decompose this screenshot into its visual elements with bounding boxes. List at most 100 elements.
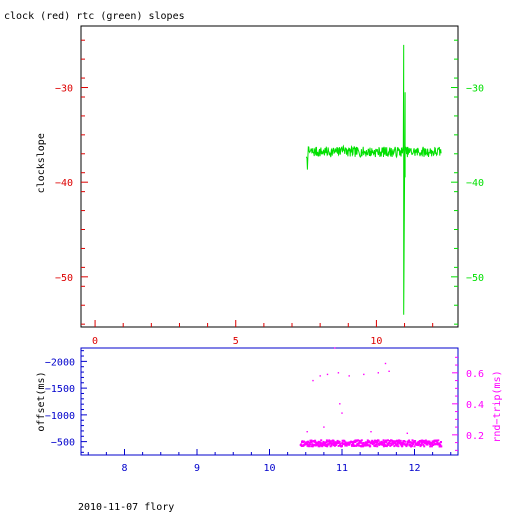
scatter-outlier-point [363, 373, 365, 376]
scatter-point [366, 439, 369, 442]
scatter-point [309, 443, 312, 446]
scatter-point [307, 440, 310, 443]
scatter-point [330, 444, 333, 447]
scatter-point [382, 445, 385, 448]
scatter-point [413, 445, 416, 448]
scatter-point [324, 443, 327, 446]
scatter-outlier-point [312, 379, 314, 382]
footer-label: 2010-11-07 flory [78, 502, 174, 512]
x-tick-label: 5 [233, 336, 239, 347]
scatter-point [397, 445, 400, 448]
scatter-point [373, 439, 376, 442]
scatter-point [439, 443, 442, 446]
scatter-point [310, 441, 313, 443]
scatter-point [438, 442, 441, 445]
scatter-point [436, 441, 439, 444]
scatter-point [369, 445, 372, 448]
scatter-outlier-point [334, 347, 336, 349]
x-tick-label: 10 [370, 336, 382, 347]
scatter-point [417, 444, 420, 447]
y-tick-label-left: −1500 [45, 384, 75, 395]
y-tick-label-left: −2000 [45, 357, 75, 368]
scatter-point [382, 443, 385, 446]
scatter-point [338, 444, 341, 447]
scatter-point [367, 441, 370, 444]
scatter-point [377, 439, 380, 442]
scatter-outlier-point [306, 431, 308, 433]
y-tick-label-left: −40 [55, 178, 73, 189]
scatter-point [303, 440, 305, 443]
scatter-point [407, 441, 410, 444]
scatter-point [437, 439, 440, 442]
scatter-point [408, 439, 411, 442]
scatter-point [403, 440, 406, 442]
scatter-point [314, 439, 317, 442]
x-tick-label: 10 [263, 463, 275, 474]
scatter-point [371, 443, 374, 446]
scatter-point [313, 443, 316, 446]
scatter-point [420, 444, 423, 447]
scatter-outlier-point [377, 372, 379, 374]
scatter-point [355, 440, 358, 443]
scatter-point [400, 443, 402, 446]
scatter-outlier-point [388, 370, 390, 372]
scatter-point [418, 441, 421, 444]
scatter-outlier-point [348, 375, 350, 377]
scatter-point [393, 445, 396, 448]
scatter-point [353, 444, 356, 447]
x-tick-label: 11 [336, 463, 348, 474]
scatter-point [422, 443, 425, 446]
scatter-point [317, 442, 320, 445]
scatter-outlier-point [337, 372, 340, 374]
scatter-point [318, 445, 321, 448]
scatter-point [360, 439, 363, 442]
scatter-point [436, 439, 438, 442]
scatter-point [310, 439, 313, 442]
scatter-point [389, 444, 392, 447]
scatter-point [352, 443, 355, 446]
y-tick-label-left: −30 [55, 84, 73, 95]
scatter-point [430, 445, 433, 448]
y-axis-label: clockslope [36, 133, 47, 193]
scatter-point [440, 441, 442, 443]
scatter-point [387, 439, 389, 442]
scatter-point [400, 441, 403, 444]
scatter-point [423, 445, 426, 448]
scatter-point [427, 441, 430, 444]
y-tick-label-right: −50 [466, 273, 484, 284]
bottom-chart: 8 9 10 11 12 −2000 −1500 −1000 −500 0.6 0.4 0.2 offs… [36, 347, 503, 474]
scatter-point [376, 445, 379, 448]
scatter-point [412, 443, 415, 445]
scatter-outlier-point [341, 412, 343, 414]
scatter-point [396, 443, 399, 445]
scatter-point [307, 443, 310, 446]
scatter-outlier-point [319, 375, 321, 377]
series-points-rnd-trip [299, 347, 443, 448]
scatter-point [395, 444, 398, 447]
scatter-point [321, 442, 324, 445]
scatter-point [381, 443, 384, 446]
scatter-point [332, 439, 335, 442]
scatter-point [379, 441, 382, 444]
scatter-point [322, 440, 325, 443]
scatter-point [429, 444, 432, 447]
scatter-point [401, 444, 404, 447]
scatter-point [397, 441, 399, 444]
scatter-point [323, 444, 326, 447]
scatter-point [409, 441, 412, 444]
scatter-point [348, 443, 350, 446]
scatter-point [329, 440, 332, 443]
scatter-point [384, 445, 387, 447]
scatter-point [432, 443, 435, 446]
scatter-point [438, 445, 441, 448]
scatter-point [414, 440, 417, 442]
y-tick-label-right: 0.6 [466, 369, 484, 380]
scatter-point [440, 445, 443, 448]
scatter-point [359, 441, 362, 444]
scatter-outlier-point [370, 431, 372, 433]
scatter-point [368, 440, 371, 443]
scatter-point [314, 441, 317, 443]
scatter-point [435, 443, 437, 446]
scatter-point [321, 445, 324, 448]
